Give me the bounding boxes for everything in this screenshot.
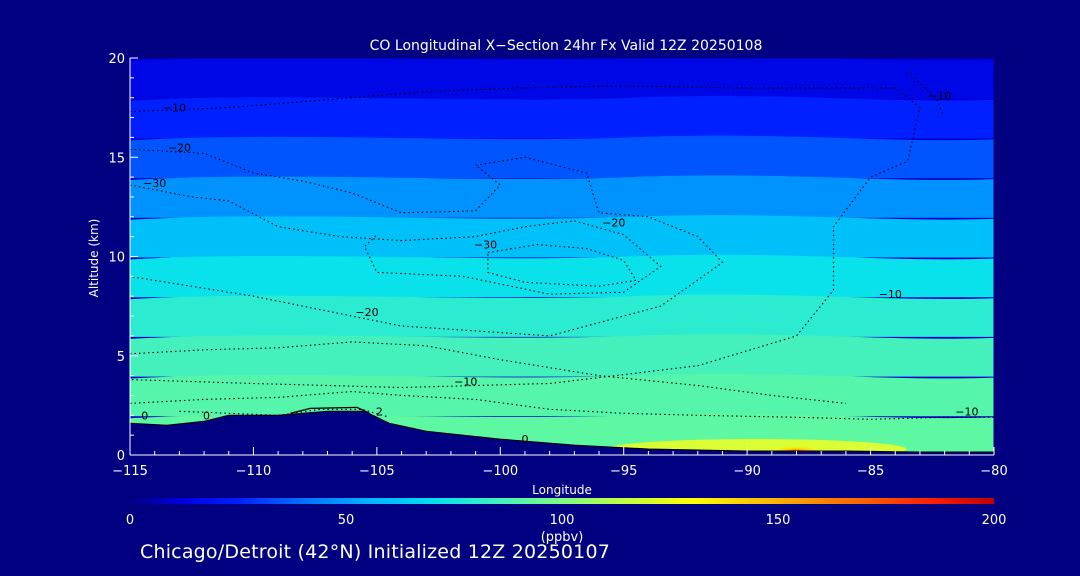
contour-line <box>130 341 846 404</box>
x-tick-label: −115 <box>112 464 148 479</box>
x-axis-label: Longitude <box>532 483 592 497</box>
contour-label: −20 <box>602 217 625 230</box>
x-tick-label: −90 <box>733 464 760 479</box>
footer-caption: Chicago/Detroit (42°N) Initialized 12Z 2… <box>140 541 611 563</box>
contour-label: −10 <box>879 288 902 301</box>
concentration-layers <box>130 58 994 455</box>
concentration-layer <box>130 95 994 139</box>
colorbar-tick-label: 0 <box>126 513 134 528</box>
y-tick-label: 15 <box>108 151 125 166</box>
colorbar-tick-label: 150 <box>766 513 791 528</box>
concentration-layer <box>130 373 994 417</box>
contour-line <box>290 406 370 414</box>
contour-label: −30 <box>474 239 497 252</box>
colorbar-tick-label: 200 <box>982 513 1007 528</box>
concentration-layer <box>130 294 994 337</box>
contour-line <box>179 408 390 418</box>
colorbar-tick-label: 50 <box>338 513 355 528</box>
contour-line <box>907 71 943 114</box>
contour-label: −10 <box>163 102 186 115</box>
colorbar-units: (ppbv) <box>541 530 584 545</box>
colorbar-tick-label: 100 <box>550 513 575 528</box>
concentration-layer <box>130 254 994 298</box>
colorbar: 0 50 100 150 200 (ppbv) <box>126 498 1007 545</box>
x-tick-label: −100 <box>482 464 518 479</box>
x-tick-label: −105 <box>359 464 395 479</box>
y-tick-label: 10 <box>108 251 125 266</box>
contour-line <box>130 148 724 337</box>
chart-title: CO Longitudinal X−Section 24hr Fx Valid … <box>370 38 763 54</box>
y-tick-label: 5 <box>117 350 125 365</box>
contour-labels: −10 −20 −30 −30 −20 −20 −10 −10 −10 −10 0 0 0 2 <box>141 90 978 446</box>
concentration-layer <box>130 135 994 179</box>
y-tick-label: 0 <box>117 449 125 464</box>
y-axis: 0 5 10 15 20 <box>108 52 138 464</box>
contour-label: 0 <box>141 409 148 422</box>
x-tick-label: −85 <box>857 464 884 479</box>
contour-label: −10 <box>928 90 951 103</box>
plot-area: −10 −20 −30 −30 −20 −20 −10 −10 −10 −10 0 0 0 2 <box>130 58 994 455</box>
concentration-layer <box>130 58 994 99</box>
contour-lines <box>130 71 994 420</box>
x-tick-label: −95 <box>610 464 637 479</box>
concentration-layer <box>130 334 994 377</box>
contour-label: −30 <box>143 177 166 190</box>
contour-label: −20 <box>355 306 378 319</box>
contour-label: −20 <box>168 141 191 154</box>
contour-label: −10 <box>454 376 477 389</box>
contour-label: 0 <box>203 409 210 422</box>
x-tick-label: −80 <box>980 464 1007 479</box>
colorbar-ticks: 0 50 100 150 200 <box>126 513 1007 528</box>
x-axis: −115 −110 −105 −100 −95 −90 −85 −80 <box>112 447 1008 479</box>
terrain <box>130 410 994 455</box>
terrain-profile <box>130 410 994 455</box>
concentration-layer <box>130 175 994 218</box>
colorbar-strip <box>130 498 994 504</box>
y-axis-label: Altitude (km) <box>87 219 101 298</box>
contour-label: 2 <box>376 405 383 418</box>
contour-label: −10 <box>955 405 978 418</box>
y-tick-label: 20 <box>108 52 125 67</box>
x-tick-label: −110 <box>236 464 272 479</box>
concentration-layer <box>130 215 994 258</box>
contour-label: 0 <box>521 433 528 446</box>
